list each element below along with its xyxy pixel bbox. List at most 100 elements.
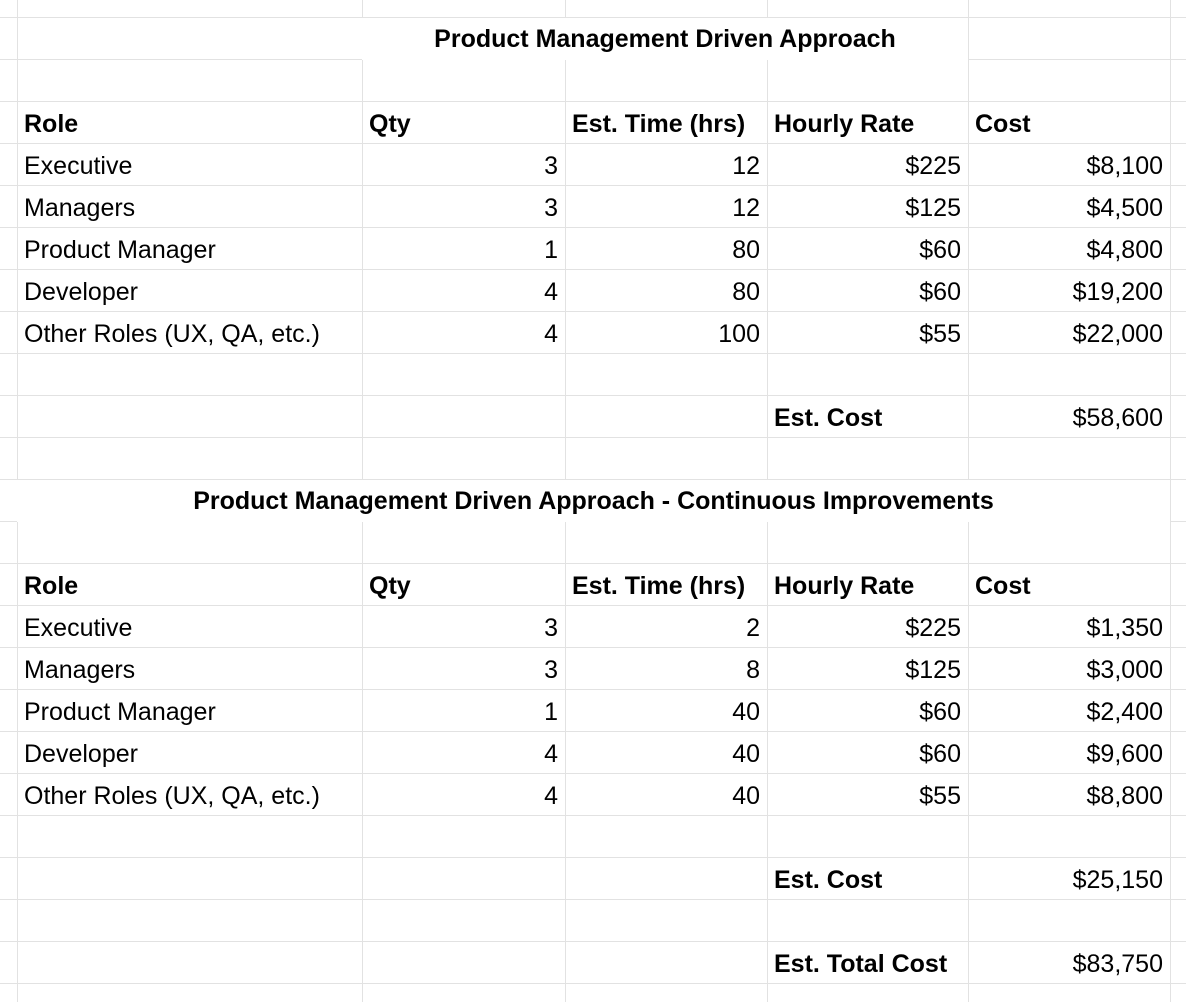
column-header-time[interactable]: Est. Time (hrs)	[572, 110, 746, 138]
cell-cost[interactable]: $8,800	[1086, 782, 1163, 810]
cell-cost[interactable]: $3,000	[1086, 656, 1163, 684]
est-cost-label[interactable]: Est. Cost	[774, 404, 883, 432]
cell-role[interactable]: Managers	[24, 656, 136, 684]
cell-time[interactable]: 2	[746, 614, 760, 642]
grid-row-line	[0, 437, 1186, 438]
cell-role[interactable]: Product Manager	[24, 236, 216, 264]
est-cost-label[interactable]: Est. Cost	[774, 866, 883, 894]
section-title[interactable]: Product Management Driven Approach - Con…	[17, 480, 1170, 522]
cell-role[interactable]: Product Manager	[24, 698, 216, 726]
est-cost-value[interactable]: $58,600	[1072, 404, 1163, 432]
grid-row-line	[0, 605, 1186, 606]
column-header-rate[interactable]: Hourly Rate	[774, 572, 915, 600]
cell-cost[interactable]: $4,500	[1086, 194, 1163, 222]
cell-qty[interactable]: 3	[544, 194, 558, 222]
column-header-role[interactable]: Role	[24, 110, 79, 138]
est-total-cost-row: Est. Total Cost $83,750	[0, 942, 1186, 984]
grid-row-line	[0, 227, 1186, 228]
grid-row-line	[0, 899, 1186, 900]
column-header-qty[interactable]: Qty	[369, 572, 411, 600]
cell-time[interactable]: 100	[718, 320, 760, 348]
cell-qty[interactable]: 3	[544, 152, 558, 180]
cell-role[interactable]: Managers	[24, 194, 136, 222]
table-row: Product Manager 1 80 $60 $4,800	[0, 228, 1186, 270]
cell-rate[interactable]: $225	[905, 614, 961, 642]
cell-qty[interactable]: 1	[544, 236, 558, 264]
cell-cost[interactable]: $9,600	[1086, 740, 1163, 768]
cell-cost[interactable]: $1,350	[1086, 614, 1163, 642]
cell-cost[interactable]: $22,000	[1072, 320, 1163, 348]
grid-row-line	[0, 941, 1186, 942]
cell-time[interactable]: 12	[732, 152, 760, 180]
cell-time[interactable]: 40	[732, 698, 760, 726]
cell-role[interactable]: Executive	[24, 152, 133, 180]
cell-time[interactable]: 40	[732, 782, 760, 810]
cell-time[interactable]: 80	[732, 236, 760, 264]
column-header-qty[interactable]: Qty	[369, 110, 411, 138]
table-row: Managers 3 8 $125 $3,000	[0, 648, 1186, 690]
column-header-cost[interactable]: Cost	[975, 110, 1031, 138]
cell-rate[interactable]: $60	[919, 236, 961, 264]
cell-time[interactable]: 8	[746, 656, 760, 684]
table-row: Other Roles (UX, QA, etc.) 4 100 $55 $22…	[0, 312, 1186, 354]
table-row: Other Roles (UX, QA, etc.) 4 40 $55 $8,8…	[0, 774, 1186, 816]
grid-row-line	[0, 689, 1186, 690]
cell-cost[interactable]: $19,200	[1072, 278, 1163, 306]
grid-row-line	[0, 647, 1186, 648]
cell-cost[interactable]: $8,100	[1086, 152, 1163, 180]
cell-rate[interactable]: $225	[905, 152, 961, 180]
table-row: Developer 4 80 $60 $19,200	[0, 270, 1186, 312]
est-cost-value[interactable]: $25,150	[1072, 866, 1163, 894]
cell-rate[interactable]: $55	[919, 782, 961, 810]
grid-row-line	[0, 353, 1186, 354]
grid-row-line	[0, 479, 1186, 480]
cell-qty[interactable]: 4	[544, 320, 558, 348]
table-row: Product Manager 1 40 $60 $2,400	[0, 690, 1186, 732]
table-row: Executive 3 12 $225 $8,100	[0, 144, 1186, 186]
grid-row-line	[0, 311, 1186, 312]
cell-time[interactable]: 80	[732, 278, 760, 306]
cell-rate[interactable]: $60	[919, 740, 961, 768]
table-row: Managers 3 12 $125 $4,500	[0, 186, 1186, 228]
est-total-cost-value[interactable]: $83,750	[1072, 950, 1163, 978]
cell-rate[interactable]: $55	[919, 320, 961, 348]
column-header-role[interactable]: Role	[24, 572, 79, 600]
grid-row-line	[0, 101, 1186, 102]
cell-role[interactable]: Developer	[24, 278, 138, 306]
grid-row-line	[0, 983, 1186, 984]
cell-time[interactable]: 12	[732, 194, 760, 222]
est-cost-row: Est. Cost $58,600	[0, 396, 1186, 438]
cell-qty[interactable]: 4	[544, 740, 558, 768]
column-header-cost[interactable]: Cost	[975, 572, 1031, 600]
column-header-rate[interactable]: Hourly Rate	[774, 110, 915, 138]
cell-cost[interactable]: $4,800	[1086, 236, 1163, 264]
grid-row-line	[0, 185, 1186, 186]
table-header-row: Role Qty Est. Time (hrs) Hourly Rate Cos…	[0, 102, 1186, 144]
table-row: Developer 4 40 $60 $9,600	[0, 732, 1186, 774]
section-title[interactable]: Product Management Driven Approach	[362, 18, 968, 60]
cell-role[interactable]: Other Roles (UX, QA, etc.)	[24, 320, 320, 348]
est-total-cost-label[interactable]: Est. Total Cost	[774, 950, 948, 978]
cell-qty[interactable]: 1	[544, 698, 558, 726]
cell-rate[interactable]: $60	[919, 278, 961, 306]
grid-row-line	[0, 731, 1186, 732]
cell-rate[interactable]: $125	[905, 656, 961, 684]
cell-role[interactable]: Other Roles (UX, QA, etc.)	[24, 782, 320, 810]
column-header-time[interactable]: Est. Time (hrs)	[572, 572, 746, 600]
cell-qty[interactable]: 3	[544, 614, 558, 642]
cell-qty[interactable]: 4	[544, 782, 558, 810]
cell-role[interactable]: Executive	[24, 614, 133, 642]
grid-row-line	[0, 143, 1186, 144]
cell-rate[interactable]: $125	[905, 194, 961, 222]
est-cost-row: Est. Cost $25,150	[0, 858, 1186, 900]
table-row: Executive 3 2 $225 $1,350	[0, 606, 1186, 648]
grid-row-line	[0, 563, 1186, 564]
cell-role[interactable]: Developer	[24, 740, 138, 768]
cell-qty[interactable]: 4	[544, 278, 558, 306]
cell-qty[interactable]: 3	[544, 656, 558, 684]
table-header-row: Role Qty Est. Time (hrs) Hourly Rate Cos…	[0, 564, 1186, 606]
grid-row-line	[0, 773, 1186, 774]
cell-cost[interactable]: $2,400	[1086, 698, 1163, 726]
cell-time[interactable]: 40	[732, 740, 760, 768]
cell-rate[interactable]: $60	[919, 698, 961, 726]
